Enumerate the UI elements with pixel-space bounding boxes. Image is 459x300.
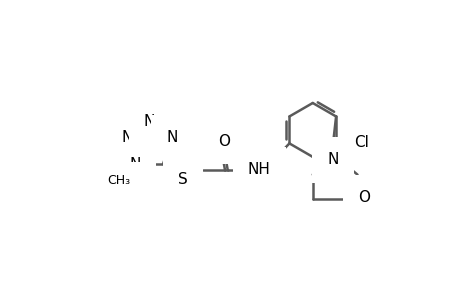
Text: N: N: [326, 152, 338, 167]
Text: N: N: [144, 114, 155, 129]
Text: NH: NH: [247, 162, 270, 177]
Text: CH₃: CH₃: [107, 175, 130, 188]
Text: Cl: Cl: [353, 135, 368, 150]
Text: N: N: [129, 157, 140, 172]
Text: S: S: [178, 172, 188, 187]
Text: O: O: [358, 190, 369, 205]
Text: O: O: [218, 134, 230, 149]
Text: N: N: [121, 130, 132, 145]
Text: N: N: [166, 130, 178, 145]
